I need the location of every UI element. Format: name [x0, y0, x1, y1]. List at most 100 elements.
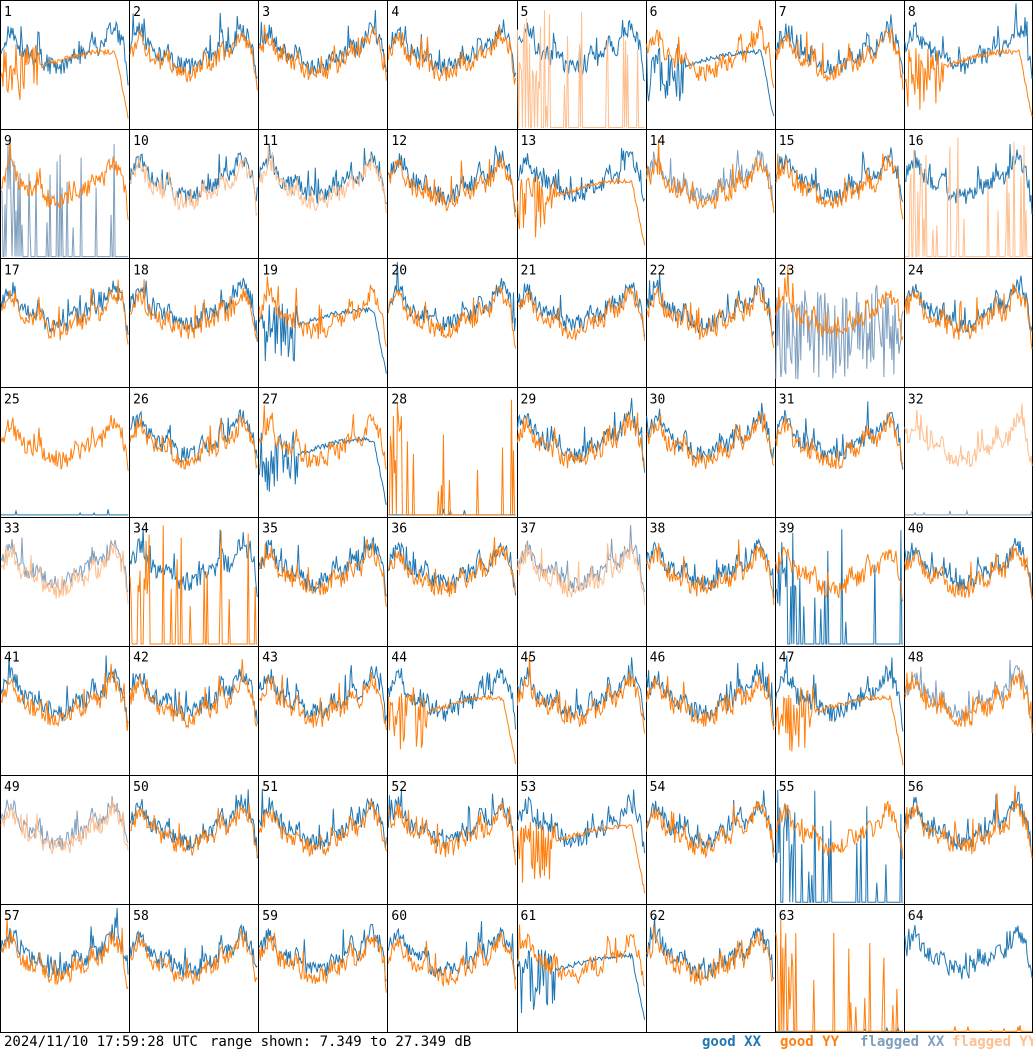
series-xx-line [904, 659, 1033, 731]
antenna-tile-24: 24 [904, 263, 1033, 350]
tile-label: 54 [650, 780, 666, 795]
series-xx-line [904, 924, 1033, 980]
series-yy-line [775, 685, 904, 766]
tile-label: 18 [133, 263, 149, 278]
series-yy-line [646, 924, 775, 986]
series-yy-line [258, 538, 387, 607]
antenna-tile-19: 19 [258, 263, 387, 374]
antenna-tile-61: 61 [517, 909, 646, 1020]
series-yy-line [387, 154, 516, 218]
tile-label: 36 [391, 522, 407, 537]
tile-label: 10 [133, 134, 149, 149]
legend-flagged-yy: flagged YY [952, 1034, 1033, 1050]
series-xx-line [0, 655, 129, 723]
series-yy-line [0, 139, 129, 221]
tile-label: 44 [391, 651, 407, 666]
tile-label: 48 [908, 651, 924, 666]
series-yy-line [646, 19, 775, 89]
antenna-tile-33: 33 [0, 522, 129, 605]
tile-label: 37 [521, 522, 537, 537]
series-yy-line [0, 917, 129, 990]
series-yy-line [775, 919, 903, 1032]
series-xx-line [775, 789, 903, 903]
series-yy-line [646, 412, 775, 470]
series-xx-line [904, 509, 1033, 516]
footer: 2024/11/10 17:59:28 UTC range shown: 7.3… [0, 1033, 1033, 1053]
antenna-tile-56: 56 [904, 780, 1033, 859]
antenna-tile-34: 34 [129, 522, 258, 645]
tile-label: 29 [521, 392, 537, 407]
series-yy-line [258, 405, 387, 470]
antenna-tile-4: 4 [387, 5, 516, 85]
series-yy-line [129, 928, 258, 985]
series-xx-line [388, 19, 516, 78]
series-yy-line [517, 412, 646, 469]
series-yy-line [904, 1025, 1032, 1032]
tile-label: 8 [908, 5, 916, 20]
series-xx-line [904, 144, 1033, 215]
series-xx-line [904, 3, 1033, 79]
antenna-tile-40: 40 [904, 522, 1033, 600]
antenna-tile-31: 31 [775, 392, 904, 470]
tile-label: 11 [262, 134, 278, 149]
series-yy-line [904, 137, 1032, 258]
series-yy-line [129, 155, 258, 217]
tile-label: 3 [262, 5, 270, 20]
series-xx-line [517, 789, 646, 854]
series-xx-line [258, 536, 387, 597]
tile-label: 32 [908, 392, 924, 407]
antenna-tile-42: 42 [129, 651, 258, 729]
series-yy-line [904, 283, 1033, 350]
tile-label: 56 [908, 780, 924, 795]
tile-label: 64 [908, 909, 924, 924]
series-yy-line [646, 801, 775, 859]
series-xx-line [0, 20, 129, 86]
tile-label: 6 [650, 5, 658, 20]
tile-label: 28 [391, 392, 407, 407]
series-xx-line [517, 397, 646, 473]
tile-label: 52 [391, 780, 407, 795]
antenna-tile-51: 51 [258, 780, 387, 858]
series-yy-line [129, 804, 258, 857]
antenna-tile-27: 27 [258, 392, 387, 506]
tile-label: 43 [262, 651, 278, 666]
tile-label: 55 [779, 780, 795, 795]
legend-good-yy: good YY [780, 1034, 840, 1050]
series-yy-line [258, 801, 387, 858]
antenna-tile-41: 41 [0, 651, 129, 732]
tile-label: 9 [4, 134, 12, 149]
tile-label: 21 [521, 263, 537, 278]
series-yy-line [904, 403, 1033, 468]
legend-flagged-xx: flagged XX [860, 1034, 945, 1050]
antenna-tile-62: 62 [646, 909, 775, 986]
antenna-tile-35: 35 [258, 522, 387, 607]
series-yy-line [517, 655, 646, 734]
series-yy-line [646, 139, 775, 213]
tile-label: 40 [908, 522, 924, 537]
tile-label: 38 [650, 522, 666, 537]
series-yy-line [517, 287, 646, 341]
series-yy-line [904, 669, 1033, 734]
antenna-tile-49: 49 [0, 780, 129, 856]
antenna-tile-28: 28 [388, 392, 516, 516]
tile-label: 30 [650, 392, 666, 407]
series-yy-line [387, 26, 516, 85]
series-yy-line [646, 539, 775, 605]
tile-label: 15 [779, 134, 795, 149]
series-yy-line [0, 44, 129, 119]
series-yy-line [775, 265, 904, 341]
antenna-tile-57: 57 [0, 907, 129, 990]
series-yy-line [0, 543, 129, 605]
series-xx-line [0, 907, 129, 980]
antenna-tile-48: 48 [904, 651, 1033, 734]
tile-label: 22 [650, 263, 666, 278]
tile-label: 58 [133, 909, 149, 924]
antenna-tile-17: 17 [0, 263, 129, 345]
tile-label: 12 [391, 134, 407, 149]
series-xx-line [129, 409, 258, 464]
series-yy-line [258, 932, 387, 993]
series-xx-line [258, 303, 387, 374]
series-xx-line [646, 790, 775, 853]
series-xx-line [258, 10, 387, 76]
series-xx-line [775, 14, 904, 76]
